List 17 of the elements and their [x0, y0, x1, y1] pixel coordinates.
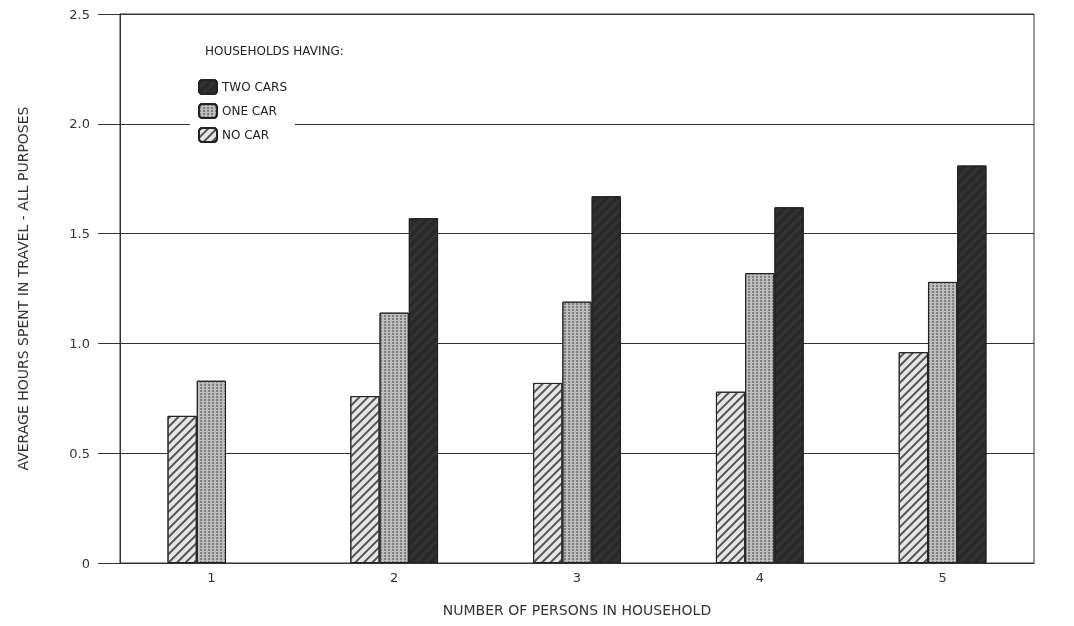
y-axis-title: AVERAGE HOURS SPENT IN TRAVEL - ALL PURPOSES: [15, 106, 31, 471]
legend-label: ONE CAR: [222, 104, 277, 118]
x-axis-title: NUMBER OF PERSONS IN HOUSEHOLD: [442, 602, 712, 618]
legend-title: HOUSEHOLDS HAVING:: [205, 44, 344, 58]
x-tick-label: 4: [755, 570, 764, 585]
y-tick-label: 0: [81, 555, 90, 571]
y-tick-label: 2.0: [69, 116, 90, 132]
y-tick-label: 0.5: [69, 445, 90, 461]
legend-label: TWO CARS: [221, 80, 287, 94]
x-tick-label: 2: [390, 570, 399, 585]
y-tick-label: 1.5: [69, 226, 90, 242]
y-tick-label: 2.5: [69, 6, 90, 22]
x-tick-label: 5: [938, 570, 947, 585]
x-tick-label: 1: [207, 570, 216, 585]
legend-label: NO CAR: [222, 128, 270, 142]
x-tick-label: 3: [572, 570, 582, 585]
y-tick-label: 1.0: [69, 335, 90, 351]
